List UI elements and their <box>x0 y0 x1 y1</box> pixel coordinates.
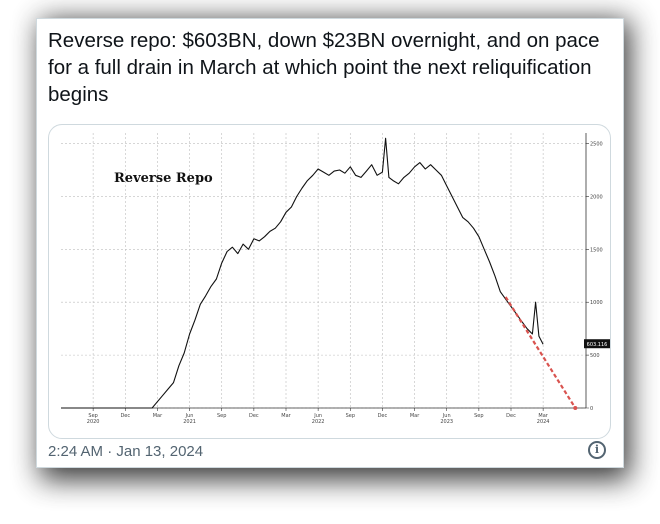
y-tick-label: 1000 <box>590 300 603 306</box>
x-tick-year-label: 2023 <box>440 419 453 425</box>
info-icon[interactable]: i <box>588 441 606 459</box>
x-tick-label: Mar <box>410 413 420 419</box>
tweet-timestamp[interactable]: 2:24 AM · Jan 13, 2024 <box>48 443 204 460</box>
x-tick-label: Sep <box>88 413 97 419</box>
y-tick-label: 2000 <box>590 194 603 200</box>
y-tick-label: 2500 <box>590 142 603 148</box>
x-tick-year-label: 2021 <box>183 419 196 425</box>
x-tick-label: Mar <box>153 413 163 419</box>
x-tick-label: Sep <box>474 413 483 419</box>
x-tick-label: Jun <box>185 413 194 419</box>
x-tick-label: Sep <box>217 413 226 419</box>
chart-title: Reverse Repo <box>114 171 213 186</box>
tweet-card[interactable]: Reverse repo: $603BN, down $23BN overnig… <box>36 18 624 468</box>
tweet-text: Reverse repo: $603BN, down $23BN overnig… <box>48 29 600 106</box>
x-tick-label: Dec <box>506 413 516 419</box>
x-tick-label: Dec <box>120 413 130 419</box>
x-tick-year-label: 2024 <box>537 419 550 425</box>
x-tick-label: Sep <box>346 413 355 419</box>
x-tick-year-label: 2020 <box>87 419 100 425</box>
x-tick-label: Mar <box>538 413 548 419</box>
trend-end-point <box>573 406 578 410</box>
last-value-box <box>584 339 610 349</box>
x-tick-label: Mar <box>281 413 291 419</box>
series-line-0 <box>61 137 544 409</box>
y-tick-label: 1500 <box>590 247 603 253</box>
last-value-label: 603.116 <box>587 342 608 348</box>
x-tick-year-label: 2022 <box>312 419 325 425</box>
x-tick-label: Jun <box>442 413 451 419</box>
chart-image[interactable]: 0 500 1000 1500 2000 2500 Sep 2020 Dec Mar Jun 2021… <box>48 124 611 439</box>
x-tick-label: Dec <box>249 413 259 419</box>
y-tick-label: 500 <box>590 353 600 359</box>
x-tick-label: Jun <box>313 413 322 419</box>
x-tick-label: Dec <box>378 413 388 419</box>
y-tick-label: 0 <box>590 406 593 412</box>
trend-line <box>504 296 577 409</box>
tweet-footer: 2:24 AM · Jan 13, 2024 i <box>48 439 608 465</box>
